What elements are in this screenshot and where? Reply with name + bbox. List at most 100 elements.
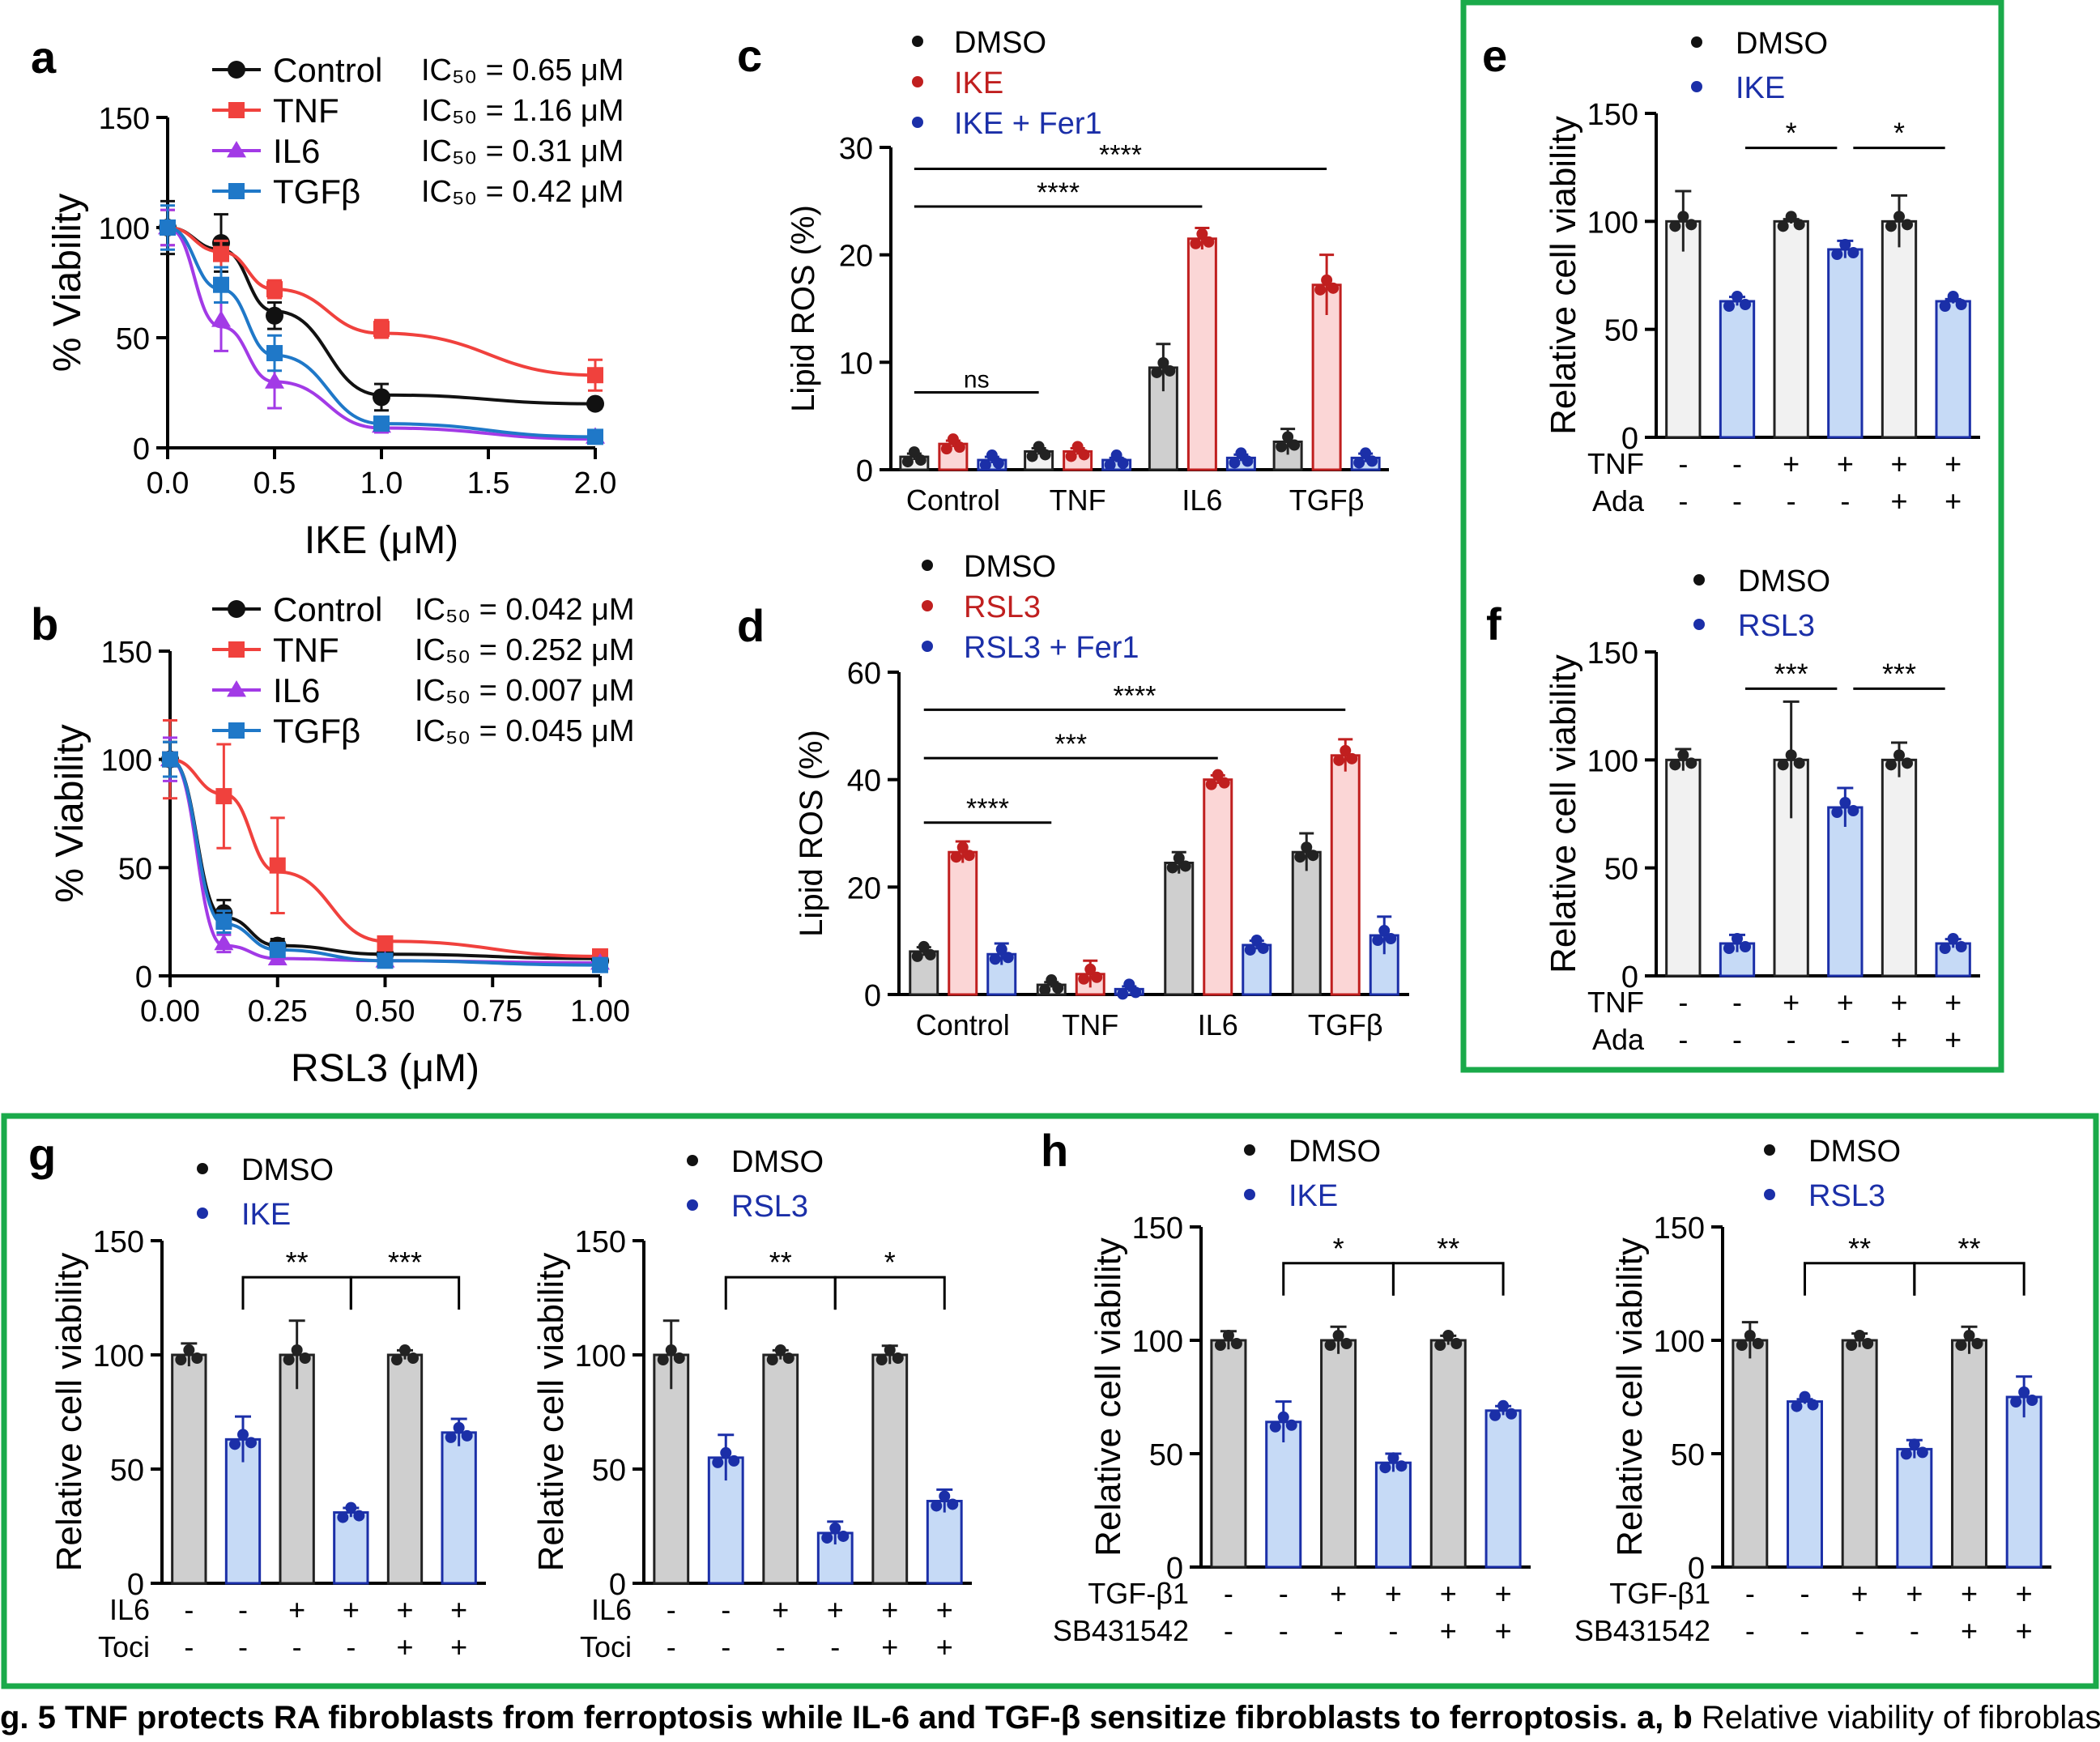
- points-d-2-0-dot-2: [1179, 860, 1191, 872]
- bar-h2-3: [1896, 1447, 1933, 1569]
- legend-dot-c-2: [912, 117, 923, 128]
- y-tick-label-b-0: 0: [135, 960, 152, 995]
- points-h1-3-dot-0: [1379, 1462, 1391, 1474]
- points-d-0-2-dot-2: [1002, 952, 1014, 964]
- point-b-1-3: [377, 935, 394, 952]
- condition-label-g1-1: Toci: [98, 1630, 150, 1663]
- ic50-label-b-0: IC₅₀ = 0.042 μM: [415, 593, 635, 627]
- sig-bracket-g1-1: [349, 1276, 461, 1310]
- panel-label-c: c: [737, 30, 762, 81]
- bar-f-0: [1665, 758, 1702, 977]
- bar-g2-5: [926, 1499, 963, 1585]
- points-g1-5-dot-0: [445, 1431, 457, 1443]
- condition-sign-g1-1-3: -: [346, 1630, 356, 1663]
- points-h2-3-dot-2: [1916, 1446, 1928, 1459]
- points-h1-0-dot-1: [1222, 1330, 1234, 1341]
- legend-dot-e-1: [1691, 81, 1702, 92]
- bar-h2-2: [1841, 1339, 1878, 1569]
- points-c-1-1-dot-0: [1065, 450, 1077, 462]
- points-c-0-2-dot-1: [986, 449, 998, 462]
- points-h2-4-dot-2: [1971, 1338, 1983, 1349]
- points-g2-4-dot-0: [875, 1354, 888, 1365]
- bar-g1-5: [441, 1431, 477, 1585]
- bar-d-2-1: [1203, 778, 1233, 996]
- bar-g2-2: [762, 1353, 799, 1585]
- x-tick-label-a-2: 1.0: [360, 466, 403, 500]
- condition-sign-g1-0-4: +: [396, 1593, 413, 1626]
- points-h2-0-dot-2: [1752, 1338, 1764, 1349]
- bar-g1-4: [386, 1353, 424, 1585]
- sig-label-g1-1: ***: [388, 1246, 422, 1279]
- points-c-1-0-dot-2: [1039, 449, 1051, 461]
- condition-sign-h1-1-5: +: [1495, 1614, 1512, 1647]
- figure-caption: g. 5 TNF protects RA fibroblasts from fe…: [0, 1694, 2100, 1742]
- condition-label-g1-0: IL6: [109, 1593, 150, 1626]
- points-g2-0-dot-0: [657, 1354, 669, 1365]
- condition-label-h2-1: SB431542: [1574, 1614, 1710, 1647]
- points-e-5-dot-2: [1955, 299, 1967, 310]
- points-g2-4-dot-1: [884, 1344, 896, 1356]
- bar-e-0: [1665, 219, 1702, 439]
- legend-dot-f-1: [1693, 619, 1705, 630]
- ic50-label-b-2: IC₅₀ = 0.007 μM: [415, 674, 635, 708]
- y-axis-label-h2: Relative cell viability: [1610, 1237, 1650, 1557]
- legend-label-b-2: IL6: [273, 671, 320, 709]
- points-h2-3-dot-1: [1908, 1438, 1920, 1450]
- y-tick-label-h2-2: 100: [1654, 1325, 1705, 1359]
- legend-label-a-3: TGFβ: [273, 172, 360, 211]
- points-f-2-dot-0: [1777, 759, 1789, 771]
- points-c-3-0-dot-2: [1289, 439, 1301, 451]
- condition-sign-h1-1-3: -: [1388, 1614, 1398, 1647]
- legend-label-e-0: DMSO: [1736, 27, 1828, 61]
- sig-label-d-2: ****: [1114, 680, 1156, 711]
- points-c-2-2-dot-2: [1242, 455, 1254, 467]
- points-d-1-1-dot-2: [1091, 971, 1103, 983]
- legend-dot-c-0: [912, 36, 923, 47]
- points-c-2-2-dot-0: [1229, 457, 1241, 469]
- bar-h2-5: [2005, 1395, 2042, 1569]
- condition-sign-g1-0-1: -: [238, 1593, 248, 1626]
- points-g1-0-dot-1: [183, 1344, 195, 1356]
- points-c-3-1-dot-1: [1321, 274, 1333, 286]
- points-f-1-dot-2: [1740, 941, 1751, 952]
- y-tick-label-h1-2: 100: [1132, 1325, 1183, 1359]
- y-tick-label-c-1: 10: [839, 347, 873, 381]
- bar-d-0-1: [948, 850, 978, 996]
- y-tick-label-a-2: 100: [99, 212, 150, 246]
- panel-d: d DMSO RSL3 RSL3 + Fer1 0 20 40 60 Lipid ROS (%)…: [737, 550, 1409, 1041]
- points-d-2-0-dot-1: [1173, 852, 1185, 864]
- points-d-2-1-dot-0: [1205, 778, 1217, 790]
- bar-h1-4: [1429, 1339, 1467, 1569]
- y-tick-label-d-3: 60: [847, 657, 881, 691]
- points-g2-5-dot-1: [939, 1490, 951, 1502]
- condition-sign-h2-0-4: +: [1961, 1577, 1978, 1610]
- points-g2-3-dot-1: [829, 1522, 841, 1534]
- panel-box-ef: [1460, 0, 2004, 1073]
- points-g1-1-dot-2: [245, 1437, 257, 1449]
- sig-label-d-1: ***: [1054, 729, 1087, 760]
- y-axis-label-e: Relative cell viability: [1544, 116, 1583, 435]
- points-f-3-dot-1: [1839, 797, 1851, 808]
- y-axis-label-b: % Viability: [49, 724, 92, 903]
- y-tick-label-g1-3: 150: [93, 1225, 144, 1259]
- points-e-0-dot-0: [1669, 220, 1681, 232]
- condition-label-e-0: TNF: [1587, 447, 1644, 480]
- points-c-3-1-dot-2: [1327, 282, 1340, 294]
- condition-sign-g1-1-1: -: [238, 1630, 248, 1663]
- points-g2-4-dot-2: [892, 1352, 904, 1364]
- condition-sign-f-0-0: -: [1678, 986, 1688, 1019]
- points-c-1-2-dot-0: [1104, 459, 1116, 471]
- points-d-3-2-dot-2: [1385, 933, 1397, 945]
- points-h2-4-dot-1: [1963, 1330, 1975, 1341]
- points-e-0-dot-1: [1677, 211, 1689, 223]
- x-tick-label-c-2: IL6: [1182, 483, 1222, 517]
- points-g2-3-dot-2: [837, 1530, 850, 1542]
- y-tick-label-a-1: 50: [116, 322, 150, 356]
- bar-h1-3: [1374, 1461, 1412, 1569]
- bar-e-1: [1719, 300, 1756, 439]
- legend-label-b-0: Control: [273, 590, 382, 628]
- condition-sign-h2-1-5: +: [2016, 1614, 2033, 1647]
- points-f-2-dot-2: [1793, 757, 1805, 769]
- legend-label-a-0: Control: [273, 51, 382, 89]
